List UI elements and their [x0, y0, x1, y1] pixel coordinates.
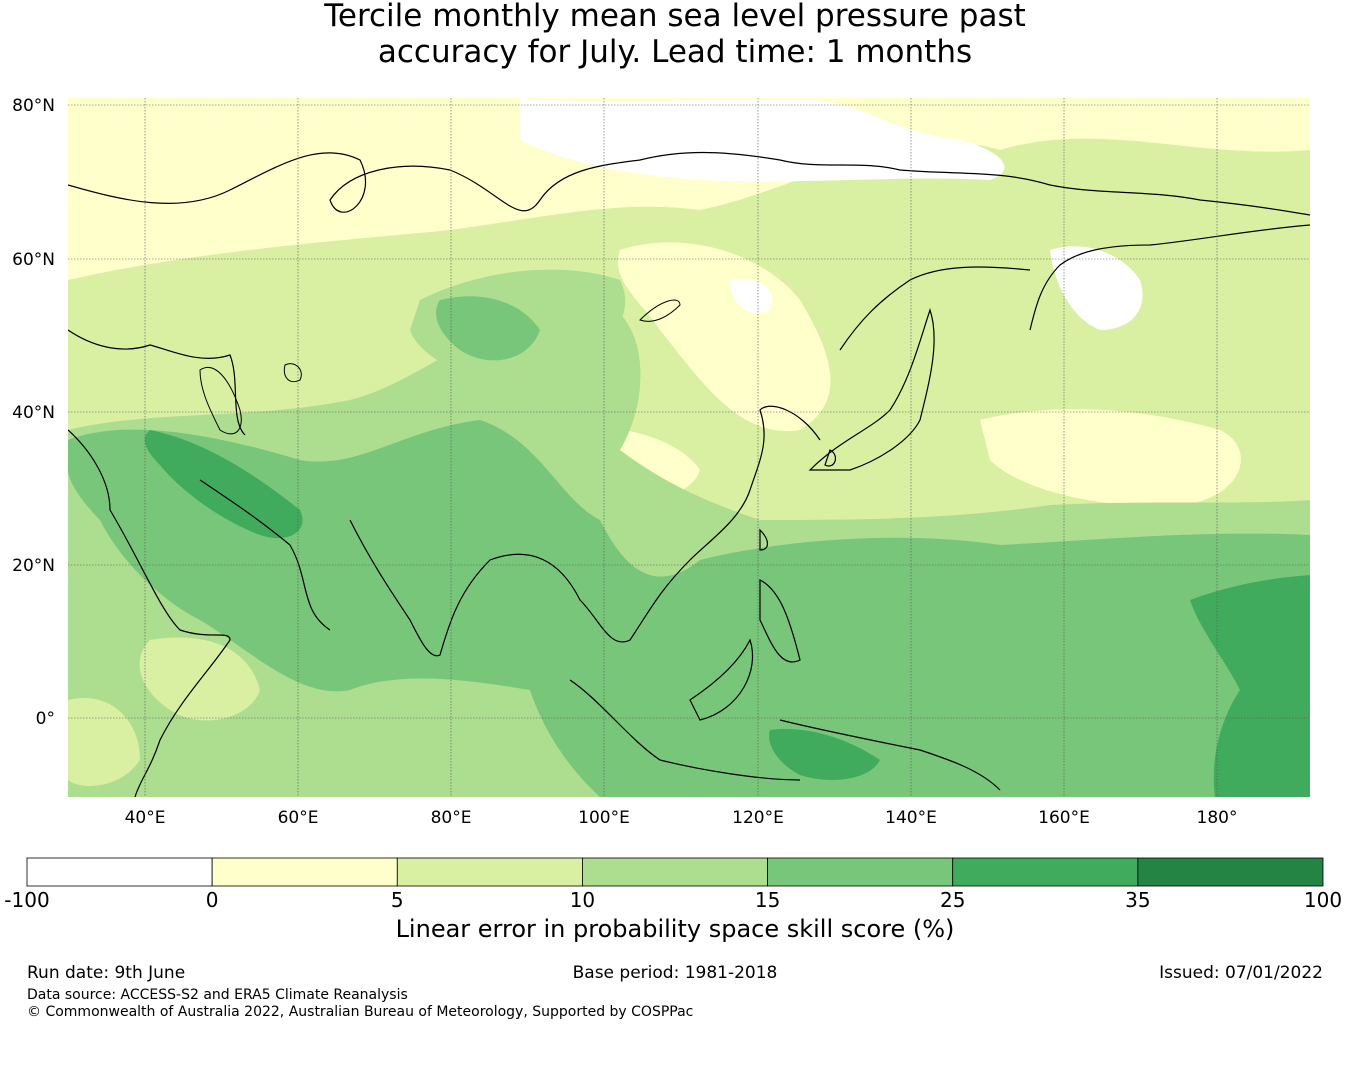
- latitude-labels: 80°N 60°N 40°N 20°N 0°: [12, 96, 55, 729]
- colorbar-tick-label: -100: [4, 888, 49, 912]
- colorbar-segment: [211, 857, 398, 887]
- lon-label-140e: 140°E: [885, 808, 937, 828]
- lon-label-40e: 40°E: [125, 808, 166, 828]
- colorbar-tick-label: 10: [570, 888, 595, 912]
- colorbar-segment: [26, 857, 213, 887]
- longitude-labels: 40°E 60°E 80°E 100°E 120°E 140°E 160°E 1…: [125, 808, 1238, 828]
- colorbar-segment: [952, 857, 1139, 887]
- colorbar-tick-label: 15: [755, 888, 780, 912]
- lat-label-0: 0°: [36, 709, 55, 729]
- lon-label-120e: 120°E: [732, 808, 784, 828]
- colorbar-tick-label: 5: [391, 888, 404, 912]
- colorbar-tick-label: 35: [1125, 888, 1150, 912]
- coastlines: [68, 151, 1310, 797]
- issued-date: Issued: 07/01/2022: [1159, 963, 1323, 983]
- colorbar-segment: [1137, 857, 1324, 887]
- lon-label-100e: 100°E: [578, 808, 630, 828]
- skill-score-field: [68, 98, 1310, 797]
- colorbar: -100 0 5 10 15 25 35 100: [4, 857, 1342, 912]
- map-title-line-1: Tercile monthly mean sea level pressure …: [324, 0, 1026, 34]
- lat-label-20n: 20°N: [12, 556, 55, 576]
- colorbar-segment: [396, 857, 583, 887]
- copyright: © Commonwealth of Australia 2022, Austra…: [27, 1004, 694, 1020]
- lon-label-180: 180°: [1197, 808, 1238, 828]
- lon-label-80e: 80°E: [431, 808, 472, 828]
- colorbar-segment: [767, 857, 954, 887]
- colorbar-tick-label: 100: [1304, 888, 1342, 912]
- base-period: Base period: 1981-2018: [572, 963, 778, 983]
- colorbar-tick-label: 0: [206, 888, 219, 912]
- colorbar-tick-label: 25: [940, 888, 965, 912]
- colorbar-segment: [582, 857, 768, 887]
- lon-label-60e: 60°E: [278, 808, 319, 828]
- colorbar-label: Linear error in probability space skill …: [395, 915, 955, 943]
- lat-label-60n: 60°N: [12, 250, 55, 270]
- run-date: Run date: 9th June: [27, 963, 186, 983]
- lat-label-40n: 40°N: [12, 403, 55, 423]
- map-title-line-2: accuracy for July. Lead time: 1 months: [377, 34, 973, 70]
- lon-label-160e: 160°E: [1038, 808, 1090, 828]
- lakes: [199, 299, 681, 435]
- data-source: Data source: ACCESS-S2 and ERA5 Climate …: [27, 987, 408, 1003]
- graticule: [68, 98, 1310, 797]
- lat-label-80n: 80°N: [12, 96, 55, 116]
